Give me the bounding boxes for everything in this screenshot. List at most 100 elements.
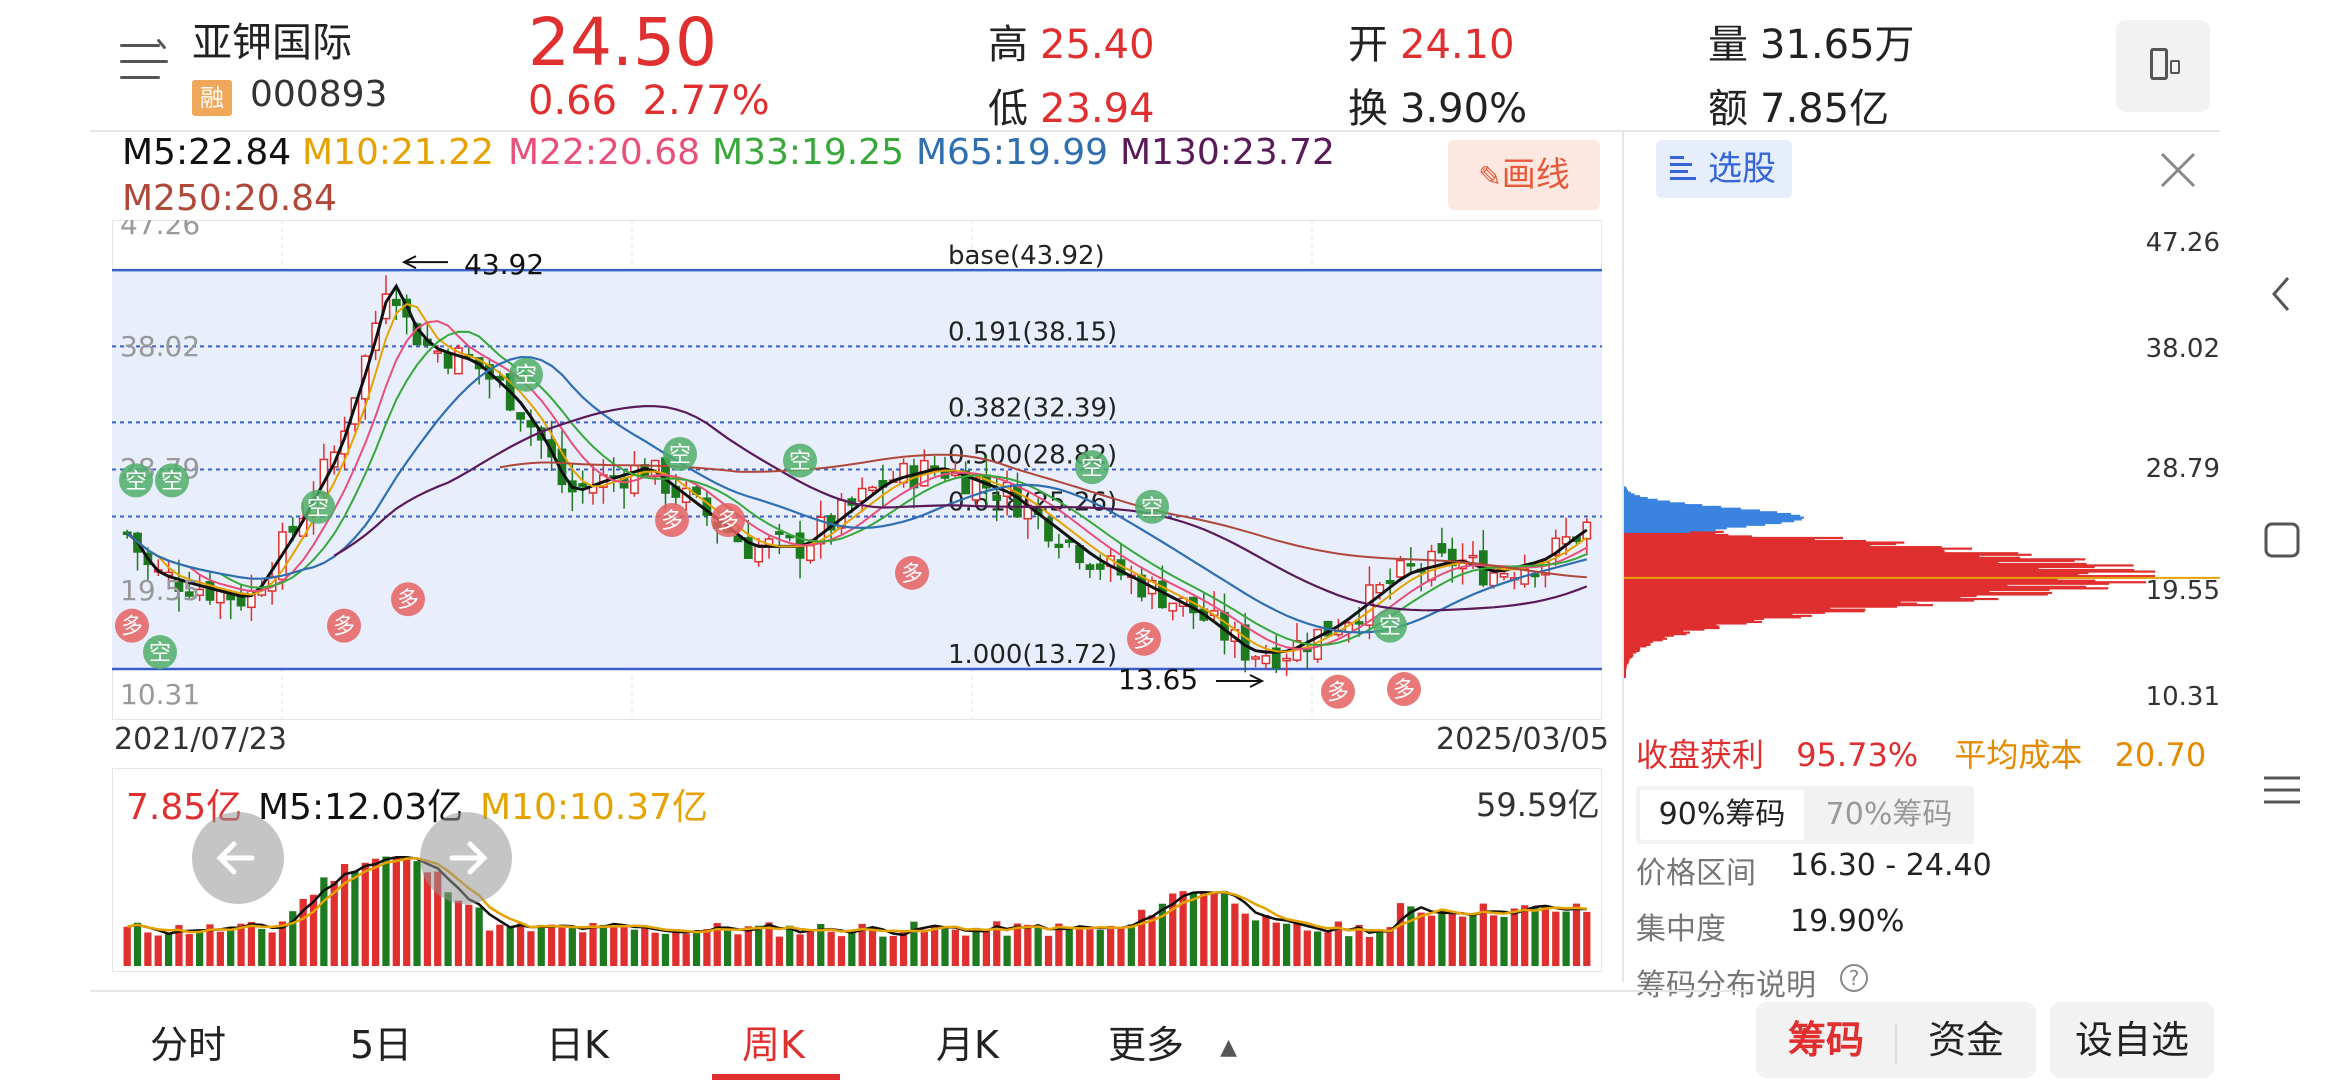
- kline-chart[interactable]: base(43.92)0.191(38.15)0.382(32.39)0.500…: [112, 220, 1602, 720]
- volume-bar: [1148, 915, 1156, 966]
- signal-label: 多: [397, 588, 419, 613]
- low-quote: 低 23.94: [988, 76, 1155, 134]
- volume-bar: [827, 931, 835, 966]
- volume-bar: [692, 931, 701, 966]
- close-icon[interactable]: [2156, 148, 2200, 192]
- bullish-signal-icon: [1127, 621, 1161, 656]
- volume-bar: [1583, 911, 1591, 966]
- volume-bar: [1220, 890, 1229, 966]
- volume-value: 31.65万: [1760, 22, 1915, 68]
- vol-m10-line: [126, 857, 1587, 934]
- turnover-label: 换: [1348, 86, 1388, 132]
- tab-daily[interactable]: 日K: [546, 1023, 609, 1067]
- candle-body: [1271, 647, 1281, 669]
- volume-bar: [247, 921, 256, 966]
- signal-label: 多: [121, 615, 143, 640]
- open-label: 开: [1348, 22, 1388, 68]
- add-watchlist-button[interactable]: 设自选: [2050, 1002, 2214, 1078]
- candle-body: [1437, 543, 1447, 554]
- tab-intraday[interactable]: 分时: [150, 1023, 227, 1067]
- chip-explain-link[interactable]: 筹码分布说明: [1636, 968, 1816, 1003]
- chip-bar: [1624, 597, 1999, 601]
- back-nav-icon[interactable]: [2262, 270, 2302, 318]
- volume-bar: [1003, 935, 1011, 966]
- volume-m10: M10:10.37亿: [480, 787, 709, 828]
- caret-up-icon: ▲: [1220, 1035, 1238, 1060]
- candle-body: [205, 581, 215, 601]
- tab-5day[interactable]: 5日: [350, 1023, 413, 1067]
- volume-bar: [796, 934, 804, 966]
- volume-bar: [289, 911, 297, 966]
- concentration-label: 集中度: [1636, 912, 1726, 947]
- margin-badge: 融: [192, 80, 232, 116]
- chip-bar: [1624, 509, 1760, 512]
- stock-picker-button[interactable]: 选股: [1656, 140, 1792, 198]
- volume-bar: [133, 922, 142, 966]
- chip-bar: [1624, 602, 1918, 605]
- chip-bar: [1624, 493, 1635, 496]
- ma33-line: [126, 330, 1588, 647]
- tab-weekly[interactable]: 周K: [742, 1023, 805, 1067]
- chip-bar: [1624, 514, 1801, 517]
- volume-max: 59.59亿: [1476, 786, 1600, 824]
- chip-bar: [1624, 567, 2039, 570]
- chip-bar: [1624, 665, 1627, 668]
- menu-icon[interactable]: [120, 38, 172, 84]
- candle-body: [516, 412, 525, 420]
- candle-body: [899, 462, 908, 484]
- candle-body: [743, 537, 753, 559]
- stock-name: 亚钾国际: [192, 20, 352, 66]
- chip-bar: [1624, 538, 1815, 541]
- tab-more-label: 更多: [1108, 1023, 1185, 1067]
- home-nav-icon[interactable]: [2262, 520, 2302, 564]
- chip-button[interactable]: 筹码: [1787, 1018, 1864, 1062]
- help-icon[interactable]: ?: [1840, 964, 1868, 992]
- chip-bar: [1624, 491, 1631, 494]
- candle-body: [1406, 563, 1416, 567]
- chip-bar: [1624, 652, 1633, 656]
- volume-bar: [516, 923, 525, 966]
- low-value: 23.94: [1040, 86, 1155, 132]
- volume-bar: [465, 904, 473, 966]
- recents-nav-icon[interactable]: [2262, 770, 2302, 814]
- ma5-line: [126, 283, 1588, 654]
- scroll-right-button[interactable]: [420, 812, 512, 904]
- scroll-left-button[interactable]: [192, 812, 284, 904]
- chip-bar: [1624, 520, 1795, 523]
- bearish-signal-icon: [143, 635, 177, 670]
- chip-bar: [1624, 622, 1747, 625]
- bullish-signal-icon: [1387, 672, 1421, 707]
- candle-body: [806, 544, 815, 562]
- volume-bar: [703, 929, 711, 966]
- volume-chart[interactable]: [112, 768, 1602, 972]
- draw-line-button[interactable]: ✎画线: [1448, 140, 1600, 210]
- volume-bar: [1096, 930, 1104, 966]
- volume-bar: [1448, 913, 1456, 966]
- candle-body: [1095, 563, 1105, 570]
- bearish-signal-icon: [1373, 608, 1407, 643]
- chip-bar: [1624, 607, 1831, 610]
- chip-bar: [1624, 585, 2087, 588]
- candle-body: [1054, 543, 1064, 548]
- volume-bar: [1117, 927, 1125, 966]
- landscape-toggle-button[interactable]: [2116, 20, 2210, 112]
- volume-bar: [423, 872, 432, 966]
- tab-chip-70[interactable]: 70%筹码: [1825, 797, 1953, 832]
- volume-bar: [185, 934, 193, 966]
- date-start: 2021/07/23: [114, 722, 287, 757]
- chip-bar: [1624, 541, 1905, 544]
- chip-bar: [1624, 620, 1762, 624]
- chip-bar: [1624, 505, 1722, 509]
- bearish-signal-icon: [1135, 489, 1169, 524]
- tab-monthly[interactable]: 月K: [936, 1023, 999, 1067]
- volume-bar: [506, 927, 514, 966]
- tab-chip-90[interactable]: 90%筹码: [1640, 790, 1804, 840]
- chip-bar: [1624, 527, 1727, 530]
- fund-button[interactable]: 资金: [1927, 1018, 2004, 1062]
- volume-bar: [723, 930, 732, 966]
- tab-more[interactable]: 更多 ▲: [1108, 1014, 1237, 1069]
- candle-body: [454, 347, 463, 375]
- chip-bar: [1624, 573, 2079, 576]
- chip-bar: [1624, 523, 1766, 526]
- volume-bar: [392, 856, 400, 966]
